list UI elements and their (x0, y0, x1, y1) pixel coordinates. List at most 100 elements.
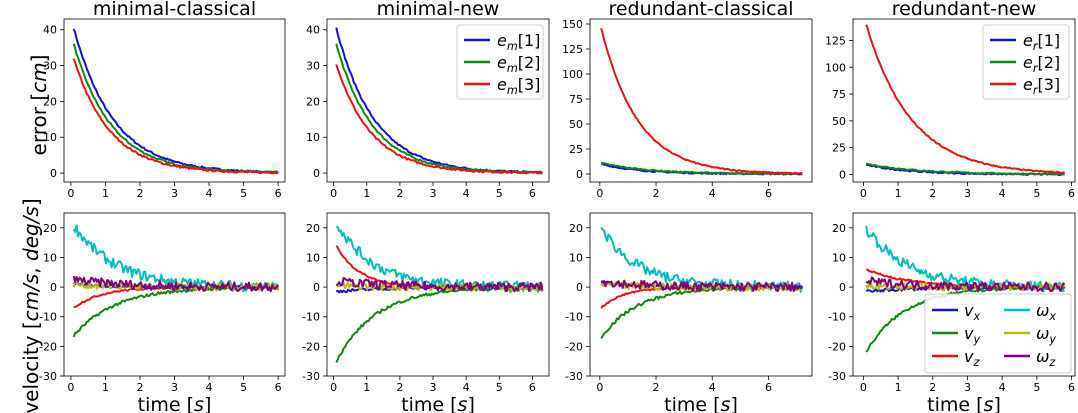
x-tick-label: 6 (1068, 187, 1075, 200)
x-tick-label: 1 (895, 187, 902, 200)
y-tick-label: 0 (50, 167, 57, 180)
y-tick-label: 30 (43, 60, 57, 73)
legend-entry: er[1] (1023, 31, 1060, 53)
legend: er[1]er[2]er[3] (982, 24, 1070, 100)
panel-3: redundant-classical 0 2 4 6 0 25 50 75 100 125 150 (562, 0, 813, 200)
y-tick-label: 10 (569, 251, 583, 264)
plot-frame (589, 212, 813, 377)
legend-entry: ωz (1036, 347, 1056, 369)
x-tick-label: 6 (529, 381, 536, 394)
x-tick-label: 4 (206, 187, 213, 200)
x-tick-label: 5 (1033, 187, 1040, 200)
x-tick-label: 0 (330, 187, 337, 200)
series-line-2 (335, 285, 544, 363)
panel-title: minimal-new (377, 0, 500, 20)
y-tick-label: 20 (306, 95, 320, 108)
y-tick-label: -10 (828, 311, 846, 324)
panel-6: 0 1 2 3 4 5 6 -30 -20 -10 0 10 20 time [s] (302, 212, 550, 413)
y-tick-label: 75 (569, 93, 583, 106)
x-axis-label: time [s] (664, 394, 738, 413)
y-tick-label: -20 (565, 340, 583, 353)
x-tick-label: 3 (964, 381, 971, 394)
legend-entry: em[2] (497, 53, 540, 75)
x-tick-label: 4 (999, 381, 1006, 394)
y-tick-label: 100 (825, 61, 846, 74)
y-tick-label: 100 (562, 68, 583, 81)
x-tick-label: 2 (136, 187, 143, 200)
panel-7: 0 2 4 6 -30 -20 -10 0 10 20 time [s] (565, 212, 813, 413)
x-tick-label: 5 (1033, 381, 1040, 394)
y-tick-label: 75 (832, 88, 846, 101)
y-tick-label: 50 (569, 118, 583, 131)
series-line-1 (72, 28, 279, 174)
x-tick-label: 2 (929, 381, 936, 394)
series-line-6 (335, 277, 544, 293)
y-tick-label: -10 (302, 311, 320, 324)
x-tick-label: 2 (136, 381, 143, 394)
x-tick-label: 0 (860, 187, 867, 200)
x-tick-label: 4 (999, 187, 1006, 200)
y-tick-label: 0 (576, 168, 583, 181)
plot-frame (589, 18, 813, 183)
x-tick-label: 2 (653, 381, 660, 394)
y-tick-label: 10 (306, 251, 320, 264)
legend-entry: ωy (1036, 324, 1056, 346)
x-tick-label: 3 (171, 187, 178, 200)
panel-2: minimal-new 0 1 2 3 4 5 6 0 10 20 30 40 em[1]em[2]em[… (306, 0, 550, 200)
x-tick-label: 5 (496, 381, 503, 394)
y-tick-label: 20 (43, 222, 57, 235)
plot-frame (326, 212, 550, 377)
y-tick-label: -10 (565, 311, 583, 324)
x-tick-label: 6 (275, 381, 282, 394)
plot-frame (852, 18, 1076, 183)
svg-text:velocity [cm/s, deg/s]: velocity [cm/s, deg/s] (19, 198, 43, 413)
y-tick-label: 125 (825, 34, 846, 47)
error-ylabel: error [cm] (27, 55, 51, 156)
x-tick-label: 0 (860, 381, 867, 394)
x-tick-label: 3 (171, 381, 178, 394)
y-tick-label: 20 (569, 222, 583, 235)
x-tick-label: 0 (67, 381, 74, 394)
y-tick-label: 25 (569, 143, 583, 156)
x-tick-label: 1 (102, 187, 109, 200)
legend-entry: em[3] (497, 75, 540, 97)
x-tick-label: 0 (596, 381, 603, 394)
series-line-z (865, 276, 1066, 292)
series-line-er3 (865, 24, 1065, 175)
legend-entry: er[3] (1023, 75, 1060, 97)
series-line-2 (72, 43, 279, 175)
x-tick-label: 4 (463, 381, 470, 394)
x-tick-label: 4 (709, 381, 716, 394)
y-tick-label: 25 (832, 142, 846, 155)
x-axis-label: time [s] (138, 394, 212, 413)
y-tick-label: 0 (839, 281, 846, 294)
legend-entry: em[1] (497, 31, 540, 53)
legend-entry: vz (964, 347, 980, 369)
y-tick-label: 40 (43, 24, 57, 37)
x-tick-label: 3 (430, 187, 437, 200)
x-tick-label: 6 (765, 381, 772, 394)
x-tick-label: 1 (363, 381, 370, 394)
legend-entry: vx (964, 301, 980, 323)
x-tick-label: 3 (430, 381, 437, 394)
series-line-1 (336, 225, 544, 293)
y-tick-label: 20 (832, 222, 846, 235)
panel-title: redundant-classical (608, 0, 793, 20)
series-line-2 (600, 285, 804, 339)
svg-text:error [cm]: error [cm] (27, 55, 51, 156)
plot-frame (63, 212, 286, 377)
legend-entry: vy (964, 324, 980, 346)
y-tick-label: -30 (39, 370, 57, 383)
x-tick-label: 1 (363, 187, 370, 200)
y-tick-label: 150 (562, 18, 583, 31)
x-tick-label: 3 (964, 187, 971, 200)
y-tick-label: 40 (306, 24, 320, 37)
y-tick-label: 10 (306, 131, 320, 144)
x-tick-label: 6 (765, 187, 772, 200)
series-line-3 (72, 58, 279, 175)
y-tick-label: -20 (302, 340, 320, 353)
y-tick-label: -20 (828, 340, 846, 353)
